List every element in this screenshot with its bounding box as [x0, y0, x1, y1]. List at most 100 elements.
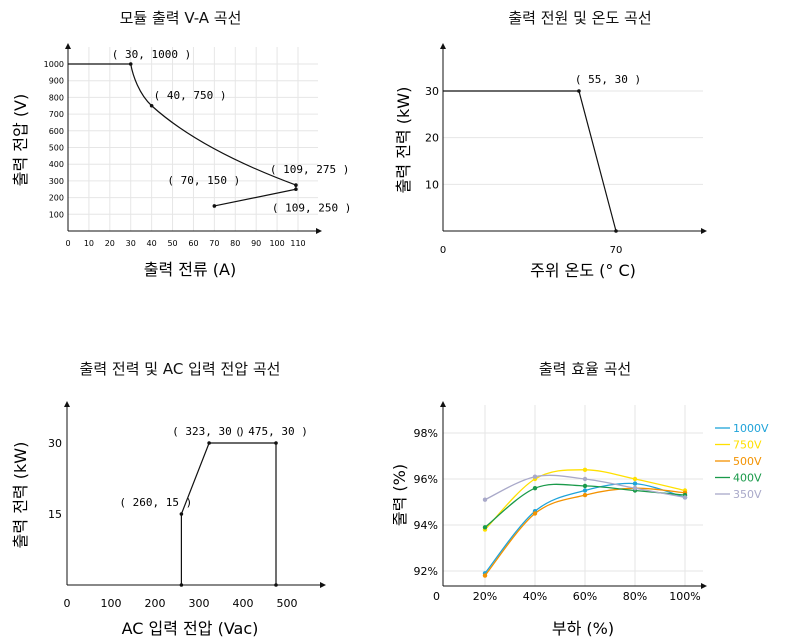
data-point — [179, 512, 184, 516]
x-axis-arrow — [701, 583, 707, 589]
data-label: ( 30, 1000 ) — [112, 48, 191, 61]
x-tick-label: 30 — [126, 239, 136, 248]
y-tick-label: 100 — [49, 210, 64, 219]
y-tick-label: 30 — [425, 85, 439, 98]
legend-label-350V: 350V — [733, 488, 762, 501]
x-tick-label: 50 — [167, 239, 177, 248]
y-axis-arrow — [440, 401, 446, 407]
y-axis-arrow — [440, 43, 446, 49]
data-label: ( 70, 150 ) — [167, 174, 240, 187]
data-point — [577, 89, 581, 93]
data-point-400V — [482, 525, 488, 530]
power-temperature-chart: 0 70 10 20 30 ( 55, 30 ) 주위 온도 (° C) 출력 전력 (kW) — [394, 43, 707, 280]
y-tick-label: 30 — [48, 437, 62, 450]
data-label: ( 109, 275 ) — [270, 163, 349, 176]
y-axis-label: 출력 전력 (kW) — [394, 87, 413, 194]
x-axis-label: 출력 전류 (A) — [144, 260, 236, 279]
data-point-500V — [582, 492, 588, 498]
data-label: ( 323, 30 ) — [172, 425, 245, 438]
data-label: ( 475, 30 ) — [235, 425, 308, 438]
data-point — [128, 62, 133, 66]
y-tick-label: 92% — [414, 565, 438, 578]
x-tick-label: 40% — [523, 590, 547, 603]
legend-label-500V: 500V — [733, 455, 762, 468]
y-tick-label: 700 — [49, 110, 64, 119]
x-axis-label: 주위 온도 (° C) — [530, 261, 636, 280]
data-point-350V — [532, 474, 538, 479]
data-point-350V — [632, 486, 638, 491]
legend-label-750V: 750V — [733, 439, 762, 452]
y-axis-label: 출력 전압 (V) — [11, 94, 30, 186]
legend-label-400V: 400V — [733, 472, 762, 485]
y-tick-label: 400 — [49, 160, 64, 169]
y-tick-label: 10 — [425, 178, 439, 191]
y-axis-arrow — [64, 401, 70, 407]
va-curve-chart: 0 10 20 30 40 50 60 70 80 90 100 110 100 200 300 400 500… — [11, 43, 351, 279]
origin-label: 0 — [433, 590, 440, 603]
x-tick-label: 20 — [105, 239, 115, 248]
power-ac-voltage-chart: 0 100 200 300 400 500 15 30 ( 260, 15 ) ( 323, 30… — [11, 401, 326, 638]
data-point — [207, 441, 211, 445]
data-point-750V — [632, 476, 638, 482]
y-tick-label: 98% — [414, 427, 438, 440]
data-label: ( 40, 750 ) — [154, 89, 227, 102]
x-tick-label: 110 — [290, 239, 305, 248]
data-point — [149, 103, 154, 108]
x-tick-label: 60% — [573, 590, 597, 603]
y-axis-label: 출력 (%) — [393, 464, 409, 526]
data-point — [274, 441, 278, 445]
x-axis-label: 부하 (%) — [552, 619, 614, 638]
x-tick-label: 80% — [623, 590, 647, 603]
y-axis-arrow — [65, 43, 71, 49]
data-point-400V — [582, 483, 588, 489]
legend-label-1000V: 1000V — [733, 422, 769, 435]
data-point-1000V — [582, 488, 588, 493]
y-axis-label: 출력 전력 (kW) — [11, 442, 30, 549]
efficiency-chart: 0 20% 40% 60% 80% 100% 92% 94% 96% 98% 1000V 750V 50… — [393, 401, 769, 638]
data-point-350V — [582, 476, 588, 482]
y-tick-label: 20 — [425, 132, 439, 145]
x-tick-label: 100 — [269, 239, 284, 248]
data-point — [212, 204, 217, 208]
y-tick-label: 1000 — [44, 60, 64, 69]
y-tick-label: 300 — [49, 177, 64, 186]
x-tick-label: 80 — [230, 239, 240, 248]
x-tick-label: 10 — [84, 239, 94, 248]
y-tick-label: 200 — [49, 194, 64, 203]
x-tick-label: 60 — [188, 239, 198, 248]
x-tick-label: 0 — [65, 239, 70, 248]
y-tick-label: 15 — [48, 508, 62, 521]
x-tick-label: 0 — [64, 597, 71, 610]
chart3-title: 출력 전력 및 AC 입력 전압 곡선 — [79, 360, 281, 378]
data-point-350V — [682, 495, 688, 500]
va-series-line — [68, 63, 297, 207]
x-axis-label: AC 입력 전압 (Vac) — [122, 619, 259, 638]
x-axis-arrow — [320, 582, 326, 588]
data-point-350V — [482, 497, 488, 502]
data-label: ( 55, 30 ) — [575, 73, 641, 86]
data-label: ( 109, 250 ) — [272, 201, 351, 214]
y-tick-label: 96% — [414, 473, 438, 486]
data-label: ( 260, 15 ) — [119, 496, 192, 509]
data-point — [294, 187, 298, 192]
y-tick-label: 900 — [49, 77, 64, 86]
x-tick-label: 20% — [473, 590, 497, 603]
data-point-500V — [482, 573, 488, 578]
chart2-title: 출력 전원 및 온도 곡선 — [508, 9, 652, 27]
x-tick-label: 90 — [251, 239, 261, 248]
data-point — [274, 583, 278, 587]
x-tick-label: 300 — [189, 597, 210, 610]
y-tick-label: 600 — [49, 127, 64, 136]
x-tick-label: 100% — [669, 590, 700, 603]
x-tick-label: 100 — [101, 597, 122, 610]
data-point-400V — [532, 486, 538, 491]
data-point-750V — [582, 467, 588, 472]
x-tick-label: 500 — [277, 597, 298, 610]
x-axis-arrow — [701, 228, 707, 234]
x-tick-label: 400 — [233, 597, 254, 610]
data-point — [294, 183, 298, 187]
y-tick-label: 500 — [49, 144, 64, 153]
x-tick-label: 70 — [209, 239, 219, 248]
chart4-title: 출력 효율 곡선 — [538, 360, 632, 378]
x-axis-arrow — [316, 228, 322, 234]
